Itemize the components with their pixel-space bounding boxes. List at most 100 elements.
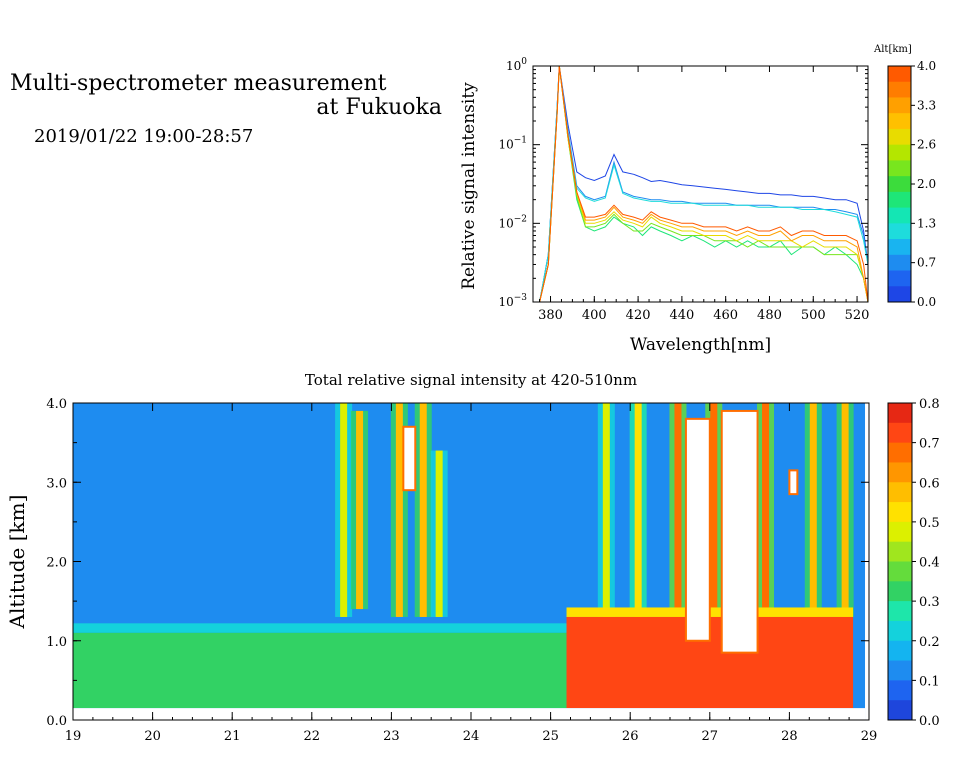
spectrum-series-line-7 <box>539 66 868 302</box>
altitude-colorbar-swatch <box>888 254 911 272</box>
altitude-colorbar-label: 3.3 <box>917 98 936 112</box>
spectrum-y-tick-label: 10−1 <box>498 136 527 152</box>
heatmap-x-tick-label: 25 <box>542 729 559 744</box>
altitude-colorbar-label: 2.0 <box>917 177 936 191</box>
spectrum-x-tick-label: 380 <box>538 308 563 323</box>
altitude-colorbar-swatch <box>888 176 911 193</box>
intensity-colorbar-swatch <box>888 660 912 681</box>
spectrum-y-axis-label: Relative signal intensity <box>459 82 479 290</box>
intensity-colorbar-swatch <box>888 700 912 721</box>
heatmap-y-tick-label: 0.0 <box>46 714 67 729</box>
intensity-colorbar-label: 0.2 <box>919 635 940 650</box>
intensity-colorbar-label: 0.7 <box>919 437 940 452</box>
spectrum-series-group <box>539 66 868 302</box>
spectrum-y-tick-label: 10−2 <box>498 214 527 230</box>
heatmap-y-tick-label: 1.0 <box>46 635 67 650</box>
intensity-colorbar-swatch <box>888 403 912 424</box>
heatmap-x-tick-label: 27 <box>702 729 719 744</box>
heatmap-no-data-region <box>788 469 799 496</box>
spectrum-x-axis-label: Wavelength[nm] <box>630 335 771 355</box>
altitude-colorbar-swatch <box>888 144 911 161</box>
spectrum-series-line-1 <box>539 66 868 302</box>
intensity-colorbar-swatch <box>888 620 912 642</box>
altitude-colorbar-swatch <box>888 97 911 114</box>
spectrum-series-line-3 <box>539 66 868 302</box>
heatmap-x-tick-label: 26 <box>622 729 639 744</box>
heatmap-plume <box>419 403 427 617</box>
intensity-colorbar-swatch <box>888 601 912 622</box>
heatmap-x-tick-label: 29 <box>861 729 878 744</box>
intensity-heatmap-chart: Total relative signal intensity at 420-5… <box>5 371 877 744</box>
heatmap-y-axis-label: Altitude [km] <box>5 495 29 630</box>
heatmap-plume <box>710 403 718 641</box>
intensity-colorbar-swatch <box>888 482 912 503</box>
heatmap-plume <box>395 403 403 617</box>
heatmap-x-tick-label: 22 <box>304 729 321 744</box>
intensity-colorbar-label: 0.0 <box>919 714 940 729</box>
intensity-colorbar-swatch <box>888 581 912 602</box>
boundary-layer-edge <box>73 623 567 633</box>
spectrum-x-tick-label: 440 <box>669 308 694 323</box>
figure-title-block: Multi-spectrometer measurement at Fukuok… <box>10 72 442 148</box>
spectrum-x-tick-label: 480 <box>757 308 782 323</box>
heatmap-plume <box>809 403 817 617</box>
altitude-colorbar-title: Alt[km] <box>873 44 912 55</box>
intensity-colorbar-swatch <box>888 442 912 463</box>
heatmap-plume <box>634 403 642 617</box>
intensity-colorbar-swatch <box>888 640 912 662</box>
intensity-colorbar-swatch <box>888 521 912 543</box>
spectrum-series-line-6 <box>539 66 868 302</box>
heatmap-x-tick-label: 20 <box>144 729 161 744</box>
intensity-colorbar-label: 0.3 <box>919 595 940 610</box>
heatmap-no-data-region <box>720 409 759 654</box>
altitude-colorbar-label: 1.3 <box>917 216 936 230</box>
heatmap-title: Total relative signal intensity at 420-5… <box>305 371 637 389</box>
spectrum-x-tick-label: 460 <box>713 308 738 323</box>
altitude-colorbar-label: 2.6 <box>917 138 936 152</box>
intensity-colorbar-swatch <box>888 680 912 701</box>
heatmap-plume <box>340 403 348 617</box>
heatmap-plume <box>602 403 610 617</box>
altitude-colorbar-swatch <box>888 160 911 177</box>
spectrum-series-line-4 <box>539 66 868 302</box>
spectrum-series-line-8 <box>539 66 868 302</box>
altitude-colorbar: Alt[km] 4.0 3.3 2.6 2.0 1.3 0.7 0.0 <box>873 44 936 309</box>
heatmap-x-tick-label: 23 <box>383 729 400 744</box>
spectrum-series-line-5 <box>539 66 868 302</box>
spectrum-series-line-2 <box>539 66 868 302</box>
heatmap-y-tick-label: 3.0 <box>46 476 67 491</box>
heatmap-x-tick-label: 28 <box>781 729 798 744</box>
intensity-colorbar-label: 0.6 <box>919 476 940 491</box>
heatmap-x-tick-label: 21 <box>224 729 241 744</box>
heatmap-y-tick-label: 2.0 <box>46 556 67 571</box>
spectrum-x-tick-label: 400 <box>582 308 607 323</box>
heatmap-plume <box>841 403 849 617</box>
spectrum-x-tick-label: 420 <box>626 308 651 323</box>
heatmap-y-tick-label: 4.0 <box>46 397 67 412</box>
spectrum-y-tick-label: 10−3 <box>498 293 527 309</box>
spectrum-chart: 380 400 420 440 460 480 500 520 10−3 10−2 10−1 100 W… <box>459 57 869 355</box>
heatmap-plume <box>356 410 364 610</box>
heatmap-plume <box>435 450 443 617</box>
spectrum-y-tick-label: 100 <box>506 57 527 73</box>
intensity-colorbar-label: 0.5 <box>919 516 940 531</box>
altitude-colorbar-swatch <box>888 66 911 83</box>
altitude-colorbar-swatch <box>888 239 911 256</box>
altitude-colorbar-swatch <box>888 113 911 130</box>
altitude-colorbar-swatch <box>888 81 911 98</box>
intensity-colorbar-swatch <box>888 462 912 483</box>
altitude-colorbar-swatch <box>888 191 911 209</box>
altitude-colorbar-swatch <box>888 286 911 303</box>
intensity-colorbar-swatch <box>888 561 912 582</box>
heatmap-cells-group <box>73 403 866 720</box>
intensity-colorbar-label: 0.4 <box>919 556 940 571</box>
intensity-colorbar-swatch <box>888 541 912 562</box>
date-range-label: 2019/01/22 19:00-28:57 <box>34 126 254 147</box>
altitude-colorbar-swatch <box>888 207 911 224</box>
spectrum-x-tick-label: 520 <box>845 308 870 323</box>
altitude-colorbar-label: 0.0 <box>917 295 936 309</box>
heatmap-plume <box>762 403 770 641</box>
altitude-colorbar-label: 0.7 <box>917 256 936 270</box>
altitude-colorbar-label: 4.0 <box>917 59 936 73</box>
